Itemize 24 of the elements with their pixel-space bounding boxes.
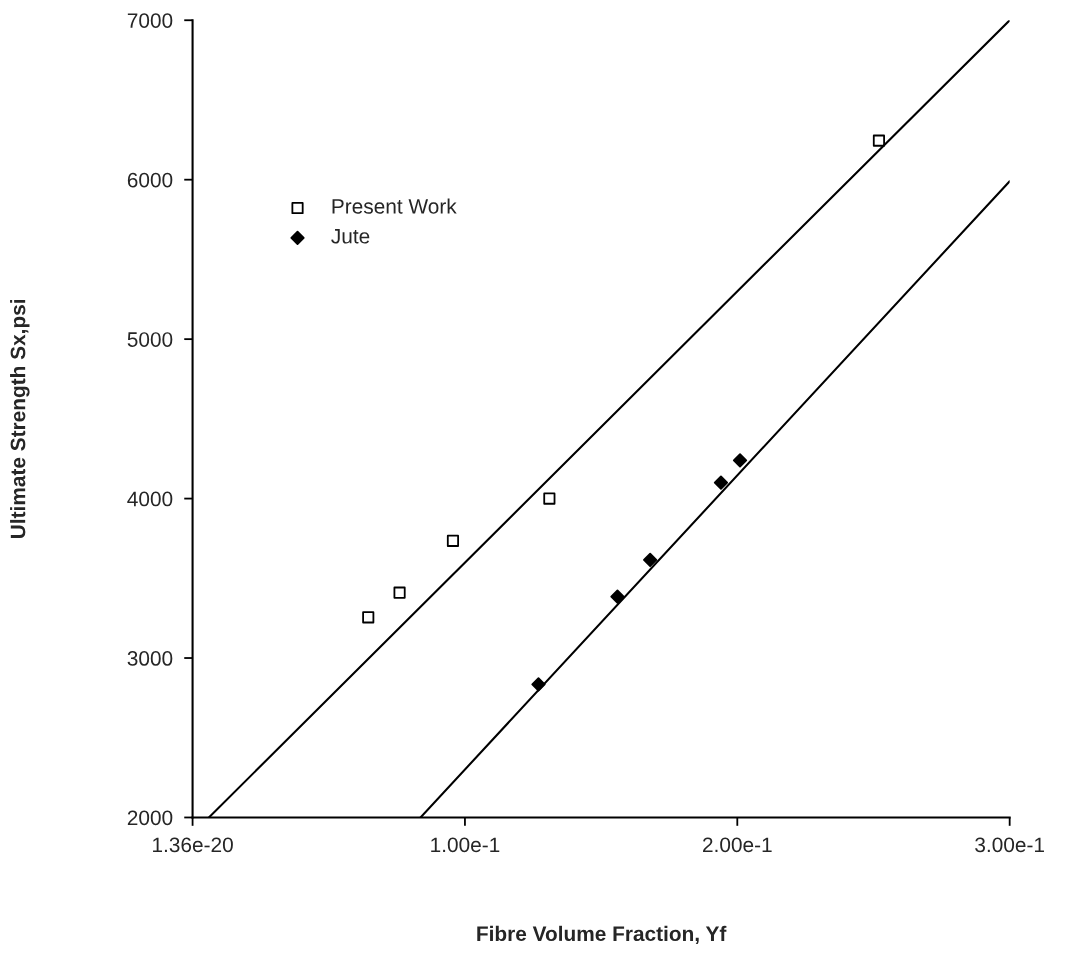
x-tick-label: 1.00e-1 [431, 837, 500, 853]
point [446, 534, 460, 547]
y-axis-title: Ultimate Strength Sx,psi [10, 299, 30, 538]
point [543, 492, 556, 505]
point [393, 586, 406, 599]
point [643, 552, 658, 568]
point [713, 475, 729, 490]
y-tick-label: 2000 [127, 810, 173, 826]
point [610, 589, 625, 604]
point [531, 677, 546, 692]
x-axis-title: Fibre Volume Fraction, Yf [477, 925, 727, 945]
y-tick-label: 7000 [127, 13, 173, 28]
y-tick-label: 5000 [127, 332, 173, 347]
x-tick-label: 2.00e-1 [703, 837, 772, 853]
point [732, 453, 748, 468]
y-tick-label: 6000 [127, 172, 173, 188]
point [362, 611, 375, 624]
y-tick-label: 3000 [127, 651, 173, 666]
legend-label: Present Work [332, 198, 457, 214]
y-tick-label: 4000 [127, 491, 173, 507]
x-tick-label: 3.00e-1 [975, 837, 1044, 853]
legend-label: Jute [331, 229, 370, 244]
point [872, 134, 885, 147]
x-tick-label: 1.36e-20 [153, 837, 233, 853]
